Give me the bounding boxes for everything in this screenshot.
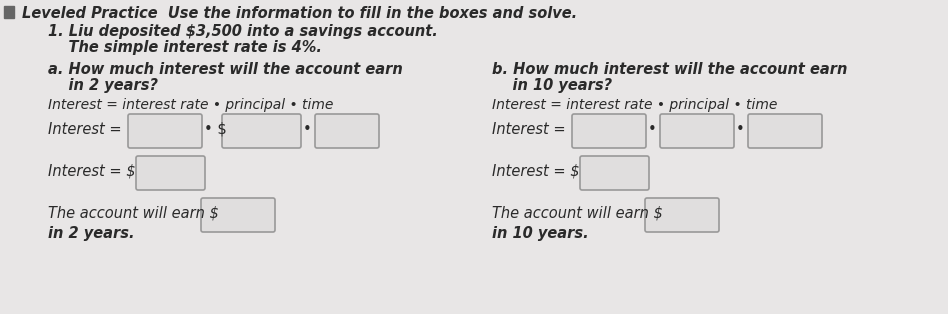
Text: Interest =: Interest = [48,122,121,137]
Text: 1. Liu deposited $3,500 into a savings account.: 1. Liu deposited $3,500 into a savings a… [48,24,438,39]
FancyBboxPatch shape [660,114,734,148]
Text: in 10 years.: in 10 years. [492,226,589,241]
Text: Interest = interest rate • principal • time: Interest = interest rate • principal • t… [48,98,334,112]
Text: b. How much interest will the account earn: b. How much interest will the account ea… [492,62,848,77]
FancyBboxPatch shape [201,198,275,232]
FancyBboxPatch shape [136,156,205,190]
Text: •: • [736,122,745,137]
FancyBboxPatch shape [748,114,822,148]
FancyBboxPatch shape [128,114,202,148]
Text: a. How much interest will the account earn: a. How much interest will the account ea… [48,62,403,77]
FancyBboxPatch shape [315,114,379,148]
FancyBboxPatch shape [645,198,719,232]
FancyBboxPatch shape [222,114,301,148]
Text: Interest = interest rate • principal • time: Interest = interest rate • principal • t… [492,98,777,112]
Text: • $: • $ [204,122,227,137]
Text: •: • [303,122,312,137]
Text: in 2 years?: in 2 years? [48,78,158,93]
Text: Leveled Practice  Use the information to fill in the boxes and solve.: Leveled Practice Use the information to … [22,6,577,21]
Text: The account will earn $: The account will earn $ [492,205,663,220]
Text: Interest = $: Interest = $ [48,163,136,178]
Text: The account will earn $: The account will earn $ [48,205,219,220]
Text: Interest =: Interest = [492,122,566,137]
Text: Interest = $: Interest = $ [492,163,579,178]
Text: •: • [648,122,657,137]
FancyBboxPatch shape [580,156,649,190]
Text: The simple interest rate is 4%.: The simple interest rate is 4%. [48,40,322,55]
FancyBboxPatch shape [572,114,646,148]
Text: in 10 years?: in 10 years? [492,78,612,93]
Text: in 2 years.: in 2 years. [48,226,135,241]
Polygon shape [4,6,14,18]
